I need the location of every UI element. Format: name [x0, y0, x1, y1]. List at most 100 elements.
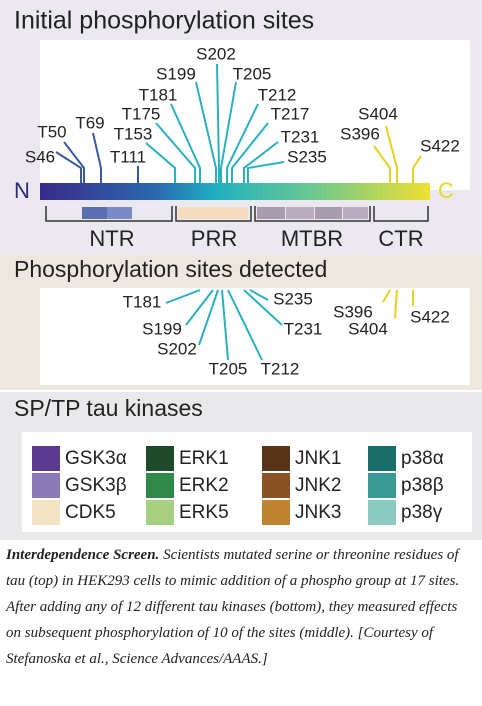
domain-label: MTBR — [281, 226, 343, 251]
kinase-name: p38β — [401, 475, 444, 496]
panel-title: Phosphorylation sites detected — [14, 256, 327, 282]
domain-box — [257, 207, 285, 219]
site-line — [198, 289, 219, 346]
site-line — [155, 122, 196, 183]
kinase-swatch — [32, 446, 60, 471]
site-label: S199 — [142, 319, 182, 338]
site-line — [385, 125, 398, 183]
site-line — [165, 289, 201, 304]
site-label: T111 — [110, 147, 146, 166]
site-line — [220, 81, 237, 183]
site-label: T69 — [75, 113, 104, 132]
site-label: T217 — [271, 104, 310, 123]
site-label: S46 — [25, 147, 55, 166]
site-label: S202 — [196, 44, 236, 63]
caption-lead: Interdependence Screen. — [6, 547, 160, 563]
site-label: S422 — [410, 307, 450, 326]
site-line — [216, 63, 220, 183]
site-label: T205 — [233, 64, 272, 83]
kinase-name: GSK3β — [65, 475, 127, 496]
domain-box — [286, 207, 314, 219]
site-line — [412, 155, 422, 183]
site-line — [195, 81, 217, 183]
panel-title: SP/TP tau kinases — [14, 395, 203, 421]
kinase-swatch — [262, 446, 290, 471]
c-terminus: C — [438, 178, 454, 203]
site-line — [221, 289, 229, 361]
site-label: T205 — [209, 359, 248, 378]
panel-inner — [22, 432, 472, 532]
panel-inner — [40, 40, 470, 190]
domain-box — [315, 207, 342, 219]
kinase-swatch — [368, 446, 396, 471]
domain-label: PRR — [191, 226, 237, 251]
kinase-name: p38γ — [401, 502, 443, 523]
caption: Interdependence Screen. Scientists mutat… — [6, 542, 476, 672]
site-label: S235 — [287, 147, 327, 166]
site-line — [231, 122, 269, 183]
site-label: S404 — [348, 319, 388, 338]
site-line — [243, 289, 283, 326]
kinase-swatch — [146, 446, 174, 471]
site-label: T231 — [284, 319, 323, 338]
site-line — [243, 141, 279, 183]
domain-label: CTR — [378, 226, 423, 251]
kinase-name: JNK1 — [295, 448, 341, 469]
kinase-name: JNK2 — [295, 475, 341, 496]
site-label: T181 — [139, 85, 178, 104]
panel-title: Initial phosphorylation sites — [14, 7, 314, 35]
panel-inner — [40, 288, 470, 385]
site-line — [394, 289, 398, 319]
kinase-swatch — [32, 473, 60, 498]
caption-text: Scientists mutated serine or threonine r… — [6, 547, 460, 667]
domain-box — [82, 207, 107, 219]
kinase-swatch — [146, 473, 174, 498]
kinase-swatch — [262, 473, 290, 498]
site-line — [185, 289, 214, 326]
domain-box — [178, 207, 248, 219]
site-label: T212 — [258, 85, 297, 104]
site-label: T181 — [123, 292, 162, 311]
domain-box — [107, 207, 132, 219]
site-line — [92, 132, 102, 183]
kinase-name: CDK5 — [65, 502, 116, 523]
site-label: S404 — [358, 104, 398, 123]
site-line — [55, 151, 82, 183]
site-line — [226, 103, 259, 183]
site-label: S396 — [340, 124, 380, 143]
site-label: T175 — [122, 104, 161, 123]
site-label: S202 — [157, 339, 197, 358]
kinase-name: p38α — [401, 448, 444, 469]
kinase-name: JNK3 — [295, 502, 341, 523]
kinase-swatch — [262, 500, 290, 525]
kinase-name: ERK5 — [179, 502, 229, 523]
n-terminus: N — [14, 178, 30, 203]
kinase-swatch — [368, 473, 396, 498]
kinase-name: ERK1 — [179, 448, 229, 469]
site-line — [249, 289, 269, 301]
site-label: T212 — [261, 359, 300, 378]
kinase-name: ERK2 — [179, 475, 229, 496]
site-line — [373, 145, 391, 183]
domain-box — [343, 207, 368, 219]
kinase-swatch — [368, 500, 396, 525]
figure: Initial phosphorylation sites Phosphoryl… — [0, 0, 482, 540]
site-label: S422 — [420, 136, 460, 155]
tau-bar — [40, 183, 430, 200]
site-label: T231 — [281, 127, 320, 146]
kinase-swatch — [146, 500, 174, 525]
site-label: S396 — [333, 302, 373, 321]
brackets — [45, 206, 429, 222]
kinase-swatch — [32, 500, 60, 525]
domain-label: NTR — [89, 226, 134, 251]
site-line — [170, 103, 201, 183]
site-label: T153 — [114, 124, 153, 143]
site-line — [227, 289, 263, 361]
site-line — [247, 161, 285, 183]
site-label: T50 — [37, 122, 66, 141]
site-line — [145, 142, 176, 183]
site-line — [382, 289, 391, 303]
site-line — [63, 141, 85, 183]
kinase-name: GSK3α — [65, 448, 127, 469]
